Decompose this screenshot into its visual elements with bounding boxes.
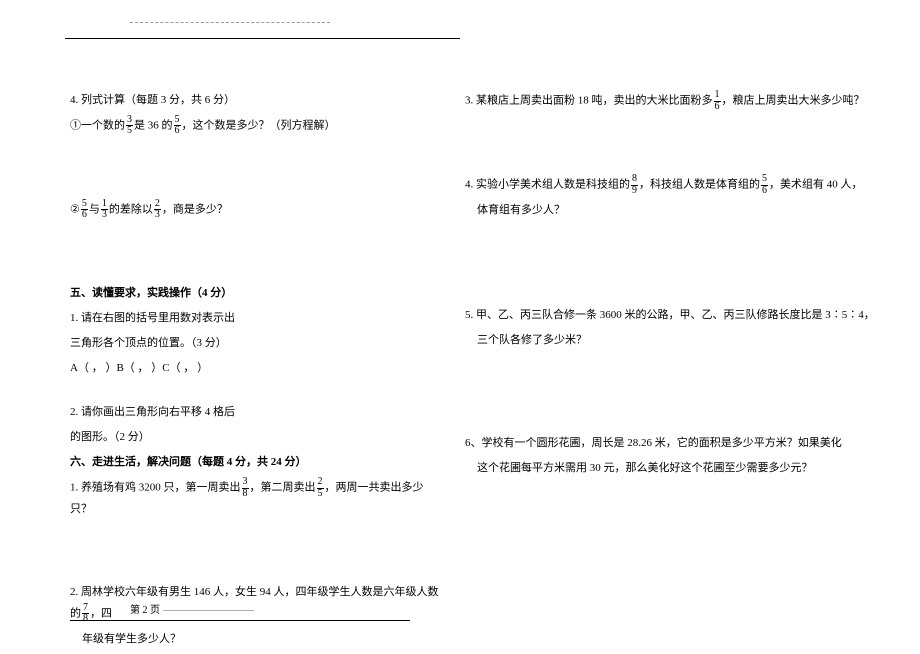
q4-cont: 体育组有多少人？ (465, 200, 890, 221)
fraction: 89 (631, 174, 638, 196)
section-6-title: 六、走进生活，解决问题（每题 4 分，共 24 分） (70, 452, 440, 473)
text: ，科技组人数是体育组的 (639, 179, 760, 191)
q6-1: 1. 养殖场有鸡 3200 只，第一周卖出38，第二周卖出25，两周一共卖出多少… (70, 477, 440, 520)
s5-line1: 1. 请在右图的括号里用数对表示出 (70, 308, 440, 329)
page-footer: 第 2 页 ----------------------------------… (70, 601, 410, 621)
left-column: 4. 列式计算（每题 3 分，共 6 分） ①一个数的35是 36 的56，这个… (0, 90, 460, 654)
section-5-title: 五、读懂要求，实践操作（4 分） (70, 283, 440, 304)
text: ，第二周卖出 (250, 482, 316, 494)
header-solid-rule (65, 38, 460, 39)
denominator: 8 (242, 489, 249, 500)
q6-cont: 这个花圃每平方米需用 30 元，那么美化好这个花圃至少需要多少元？ (465, 458, 890, 479)
fraction: 16 (714, 90, 721, 112)
text: 是 36 的 (134, 119, 173, 131)
fraction: 13 (101, 199, 108, 221)
section-4-title: 4. 列式计算（每题 3 分，共 6 分） (70, 90, 440, 111)
s5-line5: 的图形。（2 分） (70, 427, 440, 448)
numerator: 8 (631, 174, 638, 186)
text: ，美术组有 40 人， (769, 179, 863, 191)
header-dashed-rule (130, 22, 330, 23)
denominator: 5 (126, 126, 133, 137)
fraction: 56 (81, 199, 88, 221)
denominator: 6 (714, 102, 721, 113)
fraction: 35 (126, 115, 133, 137)
footer-dashes: --------------------------------------- (163, 605, 254, 616)
fraction: 25 (317, 477, 324, 499)
text: 1. 养殖场有鸡 3200 只，第一周卖出 (70, 482, 241, 494)
text: ，商是多少？ (162, 203, 228, 215)
text: 4. 实验小学美术组人数是科技组的 (465, 179, 630, 191)
q4-1: ①一个数的35是 36 的56，这个数是多少？（列方程解） (70, 115, 440, 137)
denominator: 3 (154, 210, 161, 221)
q5-cont: 三个队各修了多少米？ (465, 330, 890, 351)
text: 3. 某粮店上周卖出面粉 18 吨，卖出的大米比面粉多 (465, 95, 713, 107)
denominator: 6 (761, 186, 768, 197)
text: ② (70, 203, 80, 215)
denominator: 6 (81, 210, 88, 221)
numerator: 3 (242, 477, 249, 489)
text: ①一个数的 (70, 119, 125, 131)
q6-2-cont: 年级有学生多少人？ (70, 629, 440, 650)
q4-2: ②56与13的差除以23，商是多少？ (70, 199, 440, 221)
denominator: 6 (174, 126, 181, 137)
s5-line2: 三角形各个顶点的位置。（3 分） (70, 333, 440, 354)
page-number: 第 2 页 (130, 605, 160, 616)
denominator: 9 (631, 186, 638, 197)
text: 与 (89, 203, 100, 215)
s5-line3: A（ ， ）B（ ， ）C（ ， ） (70, 358, 440, 379)
fraction: 38 (242, 477, 249, 499)
text: ，粮店上周卖出大米多少吨？ (722, 95, 865, 107)
denominator: 5 (317, 489, 324, 500)
denominator: 3 (101, 210, 108, 221)
text: ，这个数是多少？（列方程解） (182, 119, 336, 131)
fraction: 23 (154, 199, 161, 221)
numerator: 2 (317, 477, 324, 489)
page-columns: 4. 列式计算（每题 3 分，共 6 分） ①一个数的35是 36 的56，这个… (0, 0, 920, 654)
q4: 4. 实验小学美术组人数是科技组的89，科技组人数是体育组的56，美术组有 40… (465, 174, 890, 196)
right-column: 3. 某粮店上周卖出面粉 18 吨，卖出的大米比面粉多16，粮店上周卖出大米多少… (460, 90, 920, 654)
q5: 5. 甲、乙、丙三队合修一条 3600 米的公路，甲、乙、丙三队修路长度比是 3… (465, 305, 890, 326)
numerator: 1 (714, 90, 721, 102)
numerator: 5 (761, 174, 768, 186)
text: 的差除以 (109, 203, 153, 215)
q3: 3. 某粮店上周卖出面粉 18 吨，卖出的大米比面粉多16，粮店上周卖出大米多少… (465, 90, 890, 112)
s5-line4: 2. 请你画出三角形向右平移 4 格后 (70, 402, 440, 423)
fraction: 56 (174, 115, 181, 137)
fraction: 56 (761, 174, 768, 196)
q6: 6、学校有一个圆形花圃，周长是 28.26 米，它的面积是多少平方米？如果美化 (465, 433, 890, 454)
